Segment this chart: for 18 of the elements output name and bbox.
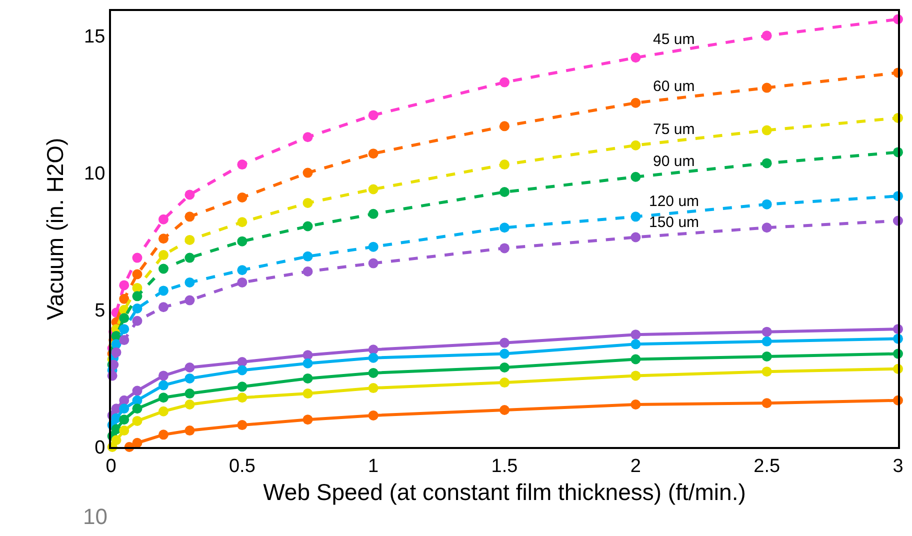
x-axis-title: Web Speed (at constant film thickness) (ft/min.) [263,478,746,505]
y-tick-label: 10 [84,163,106,184]
y-tick-label: 5 [94,300,106,322]
x-tick-label: 3 [892,456,904,477]
x-tick-label: 1 [368,456,379,477]
series-label: 45 um [653,31,695,48]
series-label: 90 um [653,153,695,170]
series-label: 60 um [653,78,695,95]
x-tick-label: 0.5 [228,456,256,477]
series-label: 150 um [649,214,700,231]
x-tick-label: 2.5 [754,456,780,477]
series-label: 75 um [653,121,695,138]
y-tick-label: 15 [84,26,106,48]
x-tick-label: 1.5 [491,456,518,477]
x-tick-label: 2 [630,456,641,477]
y-axis-title: Vacuum (in. H2O) [42,138,68,320]
y-tick-label: 0 [94,438,106,459]
series-label: 120 um [649,193,700,210]
